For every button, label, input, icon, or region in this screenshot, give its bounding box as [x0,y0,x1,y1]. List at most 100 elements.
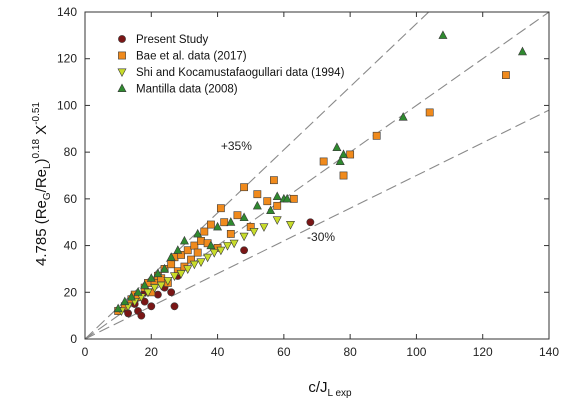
x-axis-title: c/JL exp [308,379,352,399]
plot-frame [84,11,550,340]
data-point [160,263,170,273]
data-point [239,232,249,242]
y-tick-label-7: 140 [57,5,77,19]
data-point [220,218,229,227]
legend-marker-0 [118,35,126,43]
legend-marker-1 [118,51,126,60]
data-point [233,211,242,220]
data-point [163,277,173,286]
data-point [190,241,199,250]
axis-ticks [84,11,550,340]
x-tick-label-0: 0 [82,345,89,359]
x-tick-label-6: 120 [473,345,493,359]
data-point [200,227,209,236]
data-point [177,251,186,259]
data-point [272,216,282,225]
data-point [167,260,176,269]
data-point [193,228,203,238]
data-point [113,303,123,313]
data-point [346,150,355,159]
lower-bound-label: -30% [307,230,335,244]
data-point [187,255,195,264]
data-point [120,296,130,306]
x-tick-label-7: 140 [539,345,559,359]
data-point [209,249,219,258]
y-tick-label-3: 60 [64,192,78,206]
x-tick-label-1: 20 [145,345,159,359]
data-point [319,157,328,166]
y-axis-title: 4.785 (ReG/ReL)0.18 X-0.51 [31,102,53,266]
data-point [206,240,216,250]
data-point [189,260,199,270]
data-point [183,246,192,255]
data-points [113,30,527,320]
legend-marker-3 [117,83,127,92]
data-point [306,218,315,227]
data-point [285,221,295,230]
data-point [166,252,176,261]
series-0 [114,218,315,320]
x-tick-label-2: 40 [211,345,225,359]
data-point [156,281,166,291]
data-point [196,258,206,267]
data-point [332,142,342,151]
data-point [259,223,269,232]
data-point [207,220,215,229]
data-point [229,239,239,249]
legend-label-1: Bae et al. data (2017) [136,51,247,63]
y-tick-label-0: 0 [70,332,77,346]
annotations: +35% -30% [221,139,336,244]
data-point [176,270,186,279]
data-point [273,201,282,210]
data-point [266,205,276,215]
data-point [240,183,248,192]
data-point [154,290,162,299]
data-point [137,311,146,320]
reference-lines [84,11,550,340]
data-point [143,288,153,298]
y-tick-label-2: 40 [64,239,78,253]
data-point [153,268,163,278]
x-tick-label-5: 100 [406,345,426,359]
legend-label-2: Shi and Kocamustafaogullari data (1994) [136,67,345,79]
y-tick-label-1: 20 [64,285,78,299]
x-tick-label-4: 80 [343,345,357,359]
data-point [263,197,272,206]
y-tick-label-4: 80 [64,145,78,159]
data-point [239,212,249,222]
data-point [425,108,434,117]
reference-line-0 [84,11,550,340]
legend: Present Study Bae et al. data (2017) Shi a… [117,34,345,96]
data-point [179,235,189,245]
data-point [246,222,255,231]
data-point [398,112,408,121]
data-point [282,193,292,203]
y-tick-label-5: 100 [57,98,77,112]
data-point [169,272,179,281]
legend-label-0: Present Study [136,34,208,46]
tick-labels: 0 20 40 60 80 100 120 140 0 20 40 60 80 100 120 140 [57,5,559,359]
data-point [150,284,160,293]
reference-line-2 [84,109,550,340]
legend-label-3: Mantilla data (2008) [136,84,238,96]
data-point [126,291,136,301]
data-point [335,156,345,165]
data-point [147,302,156,311]
data-point [339,149,349,158]
data-point [272,191,282,201]
data-point [213,221,223,231]
legend-marker-2 [117,68,127,78]
data-point [203,253,213,263]
data-point [140,297,149,306]
data-point [240,246,248,255]
data-point [133,287,143,296]
data-point [223,242,233,251]
series-2 [116,216,295,317]
data-point [226,217,236,226]
data-point [140,280,150,289]
data-point [183,265,193,274]
x-tick-label-3: 60 [277,345,291,359]
y-tick-label-6: 120 [57,52,77,66]
data-point [253,190,262,199]
